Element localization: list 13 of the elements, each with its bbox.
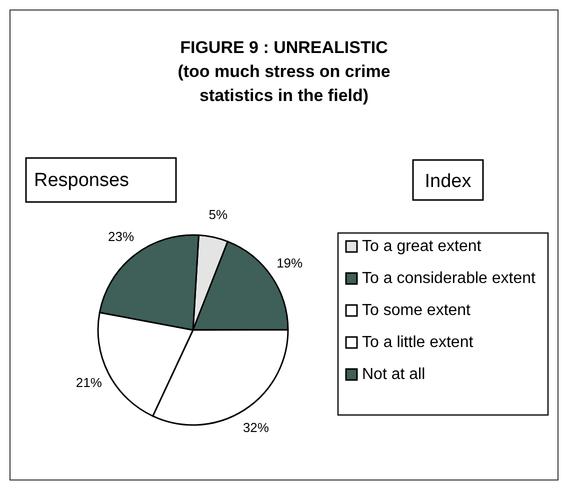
- data-label: 32%: [242, 420, 270, 436]
- data-label: 5%: [208, 207, 228, 222]
- legend-label: To a little extent: [362, 334, 474, 351]
- legend-label: Not at all: [362, 366, 426, 383]
- legend-label: To a considerable extent: [362, 270, 536, 287]
- chart-title: FIGURE 9 : UNREALISTIC (too much stress on crime statistics in the field): [178, 38, 390, 105]
- legend-label: To a great extent: [362, 238, 482, 255]
- legend-title: Index: [424, 171, 472, 192]
- text: Responses: [34, 170, 130, 191]
- data-label: 23%: [108, 229, 134, 244]
- legend-label: To some extent: [362, 302, 472, 319]
- data-label: 19%: [276, 255, 304, 270]
- data-label: 21%: [76, 374, 102, 390]
